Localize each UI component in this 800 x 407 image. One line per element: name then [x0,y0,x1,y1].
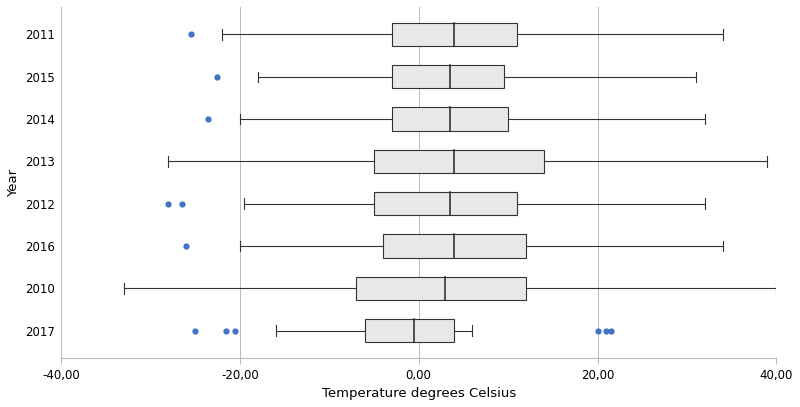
Bar [374,192,517,215]
Y-axis label: Year: Year [7,168,20,197]
X-axis label: Temperature degrees Celsius: Temperature degrees Celsius [322,387,516,400]
Bar [356,277,526,300]
Bar [374,150,544,173]
Bar [392,65,504,88]
Bar [365,319,454,342]
Bar [392,107,508,131]
Bar [392,23,517,46]
Bar [383,234,526,258]
